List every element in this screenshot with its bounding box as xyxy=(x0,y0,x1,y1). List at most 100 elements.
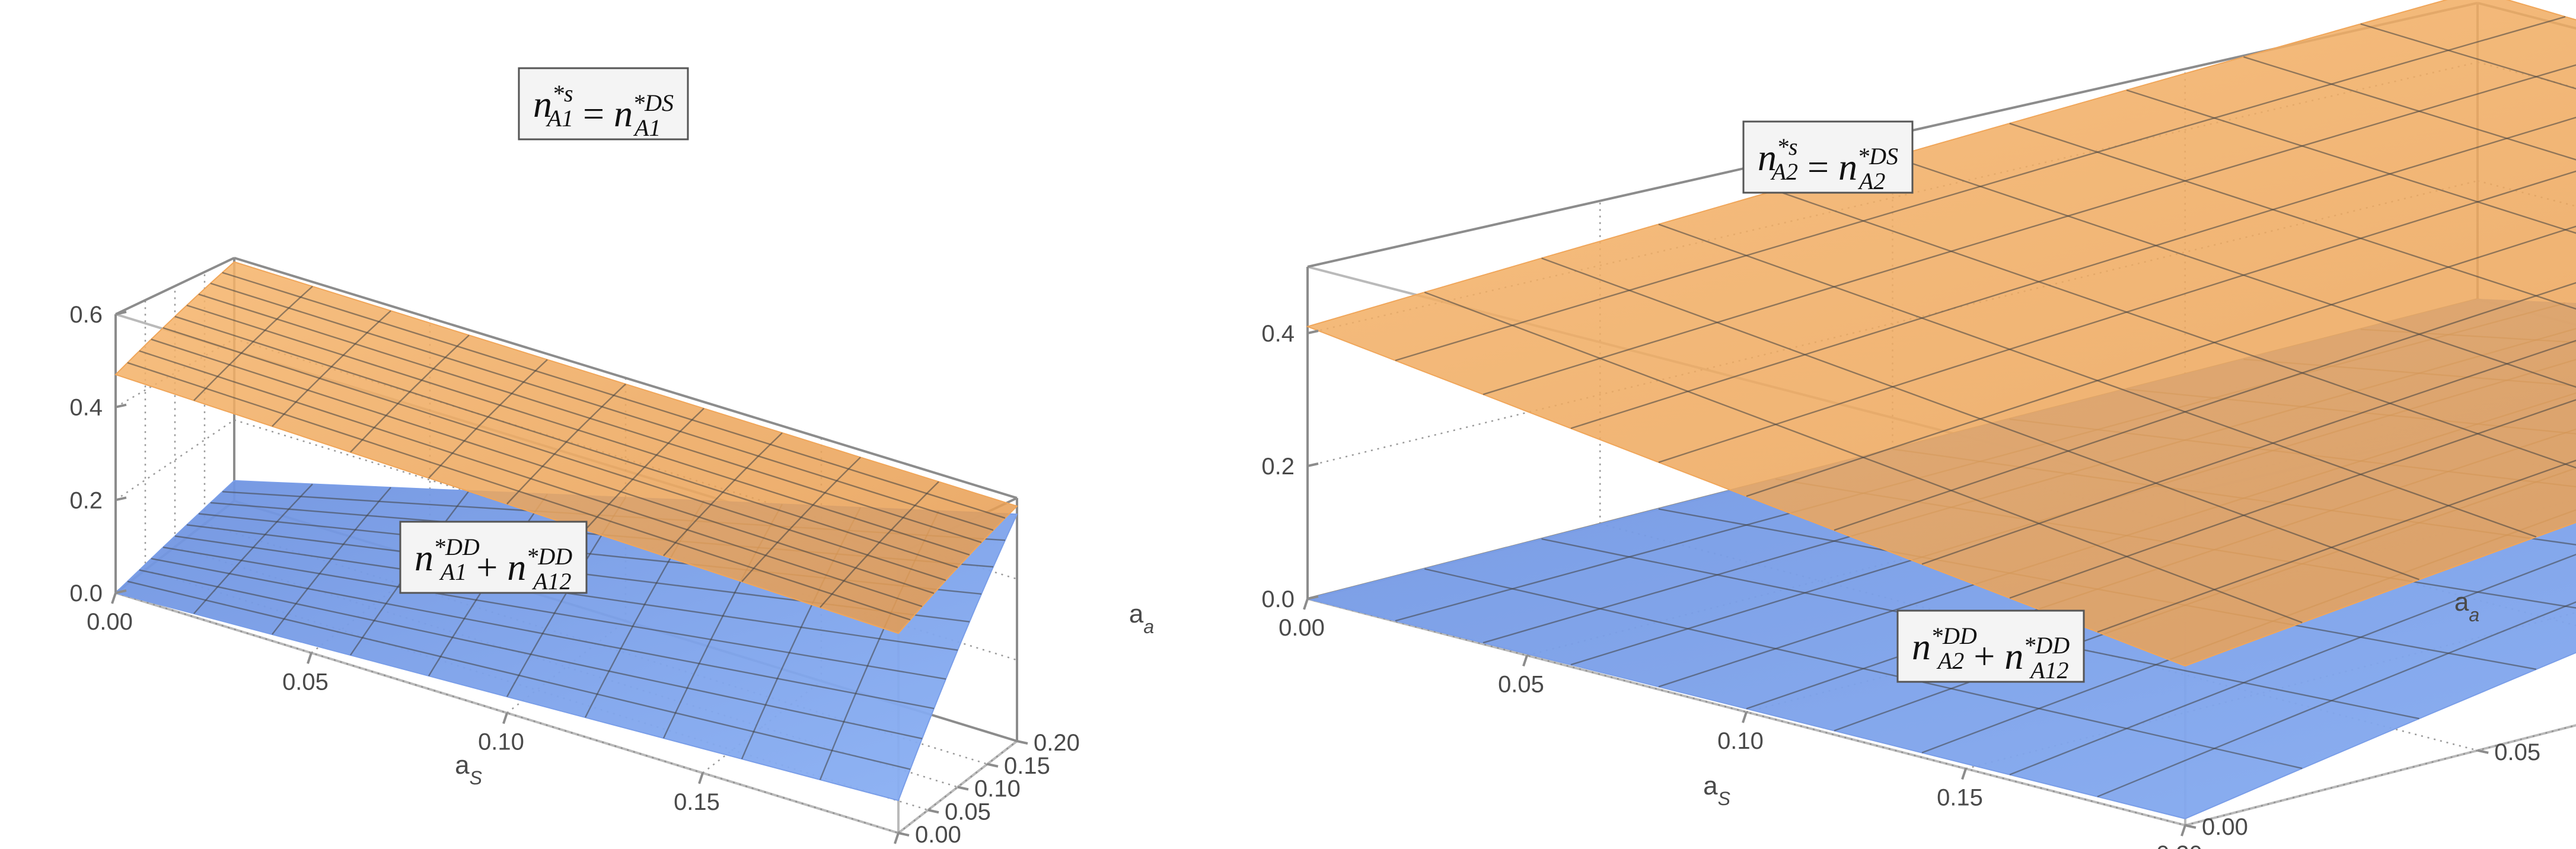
mesh-line xyxy=(820,481,939,608)
y-tick-mark xyxy=(927,809,939,814)
z-tick-label: 0.4 xyxy=(1261,321,1295,347)
mesh-line xyxy=(2360,23,2576,90)
right-surface-plot: 0.00.20.40.000.050.100.150.200.000.050.1… xyxy=(1261,0,2576,849)
x-tick-label: 0.00 xyxy=(1279,615,1325,641)
z-tick-label: 0.0 xyxy=(69,580,103,607)
annotation-text: n*DD A2 + n*DD A12 xyxy=(1912,623,2070,684)
mesh-line xyxy=(2097,601,2576,797)
x-tick-mark xyxy=(2180,825,2186,837)
y-tick-label: 0.05 xyxy=(2494,739,2540,765)
z-tick-mark xyxy=(115,311,127,315)
orange-surface xyxy=(1305,0,2576,667)
annotations: n*s A2 = n*DS A2 n*DD A2 + n*DD A12 xyxy=(1742,120,2085,684)
y-tick-mark xyxy=(957,786,969,791)
annotation-text: n*DD A1 + n*DD A12 xyxy=(415,534,572,595)
box-edge xyxy=(115,257,235,315)
z-tick-label: 0.4 xyxy=(69,395,103,421)
mesh-line xyxy=(2243,56,2576,161)
annotation-upper-surface: n*s A2 = n*DS A2 xyxy=(1742,120,1914,194)
y-tick-label: 0.05 xyxy=(945,799,991,825)
mesh-line xyxy=(174,315,958,569)
annotation-box xyxy=(518,67,689,141)
x-tick-label: 0.05 xyxy=(1498,672,1544,698)
x-tick-label: 0.00 xyxy=(87,609,133,635)
mesh-line xyxy=(663,432,783,557)
mesh-line xyxy=(2126,89,2576,234)
z-tick-mark xyxy=(1307,595,1319,600)
surfaces xyxy=(1305,0,2576,819)
y-tick-mark xyxy=(898,832,910,837)
mesh-line xyxy=(2009,123,2576,310)
z-tick-label: 0.2 xyxy=(69,487,103,513)
x-tick-label: 0.20 xyxy=(2156,841,2202,849)
x-tick-label: 0.10 xyxy=(1717,728,1764,754)
annotation-lower-surface: n*DD A2 + n*DD A12 xyxy=(1896,609,2085,684)
mesh-line xyxy=(2009,399,2576,599)
x-axis-label: aS xyxy=(455,751,482,789)
x-tick-mark xyxy=(698,773,704,784)
x-tick-label: 0.05 xyxy=(282,669,329,695)
x-tick-mark xyxy=(1303,598,1309,610)
x-tick-mark xyxy=(1742,711,1748,723)
surfaces xyxy=(114,261,1018,802)
z-tick-mark xyxy=(115,589,127,594)
z-tick-label: 0.0 xyxy=(1261,586,1295,612)
y-tick-label: 0.00 xyxy=(915,822,961,848)
z-tick-label: 0.2 xyxy=(1261,454,1295,480)
y-tick-label: 0.00 xyxy=(2202,814,2248,840)
y-tick-label: 0.15 xyxy=(1004,753,1050,779)
annotation-box xyxy=(1896,609,2085,683)
mesh-line xyxy=(1834,282,2576,531)
annotation-box xyxy=(1742,120,1914,194)
y-tick-mark xyxy=(2185,824,2196,829)
x-tick-mark xyxy=(502,712,508,724)
z-tick-label: 0.6 xyxy=(69,302,103,328)
y-axis-label: aa xyxy=(2454,588,2479,625)
mesh-line xyxy=(2009,553,2576,775)
x-tick-label: 0.15 xyxy=(674,789,720,815)
y-tick-mark xyxy=(2477,749,2489,754)
x-axis-label: aS xyxy=(1703,771,1730,809)
annotation-text: n*s A1 = n*DS A1 xyxy=(533,80,674,141)
orange-surface xyxy=(114,261,1018,634)
x-tick-label: 0.10 xyxy=(478,729,524,755)
ticks: 0.00.20.40.000.050.100.150.200.000.050.1… xyxy=(1261,321,2540,849)
z-tick-mark xyxy=(1307,462,1319,467)
left-surface-plot: 0.00.20.40.60.000.050.100.150.200.000.05… xyxy=(69,67,1154,848)
x-tick-mark xyxy=(307,652,313,664)
mesh-line xyxy=(186,304,970,556)
x-tick-mark xyxy=(894,832,900,844)
z-tick-mark xyxy=(115,496,127,502)
y-tick-mark xyxy=(1016,740,1028,745)
y-tick-label: 0.10 xyxy=(974,776,1021,802)
x-tick-label: 0.15 xyxy=(1937,785,1983,811)
y-tick-label: 0.20 xyxy=(1034,730,1080,756)
z-tick-mark xyxy=(1307,330,1319,334)
axis-labels: aS aa xyxy=(455,599,1154,789)
x-tick-mark xyxy=(111,592,117,604)
annotations: n*s A1 = n*DS A1 n*DD A1 + n*DD A12 xyxy=(399,67,689,595)
x-tick-mark xyxy=(1522,655,1528,667)
mesh-line xyxy=(198,293,982,544)
axis-labels: aS aa xyxy=(1703,588,2479,809)
annotation-upper-surface: n*s A1 = n*DS A1 xyxy=(518,67,689,141)
annotation-lower-surface: n*DD A1 + n*DD A12 xyxy=(399,521,588,595)
ticks: 0.00.20.40.60.000.050.100.150.200.000.05… xyxy=(69,302,1080,848)
x-tick-mark xyxy=(1961,768,1967,780)
mesh-line xyxy=(585,408,704,531)
z-tick-mark xyxy=(115,403,127,408)
y-tick-mark xyxy=(987,762,999,768)
mesh-line xyxy=(1892,156,2576,388)
mesh-line xyxy=(1921,340,2576,565)
y-axis-label: aa xyxy=(1129,599,1154,637)
mesh-line xyxy=(2097,459,2576,633)
mesh-line xyxy=(741,457,861,582)
annotation-box xyxy=(399,521,588,594)
annotation-text: n*s A2 = n*DS A2 xyxy=(1758,133,1898,194)
box-edge xyxy=(2185,724,2576,826)
mesh-line xyxy=(210,282,994,531)
box-edge xyxy=(234,257,1018,499)
mesh-line xyxy=(222,272,1006,519)
